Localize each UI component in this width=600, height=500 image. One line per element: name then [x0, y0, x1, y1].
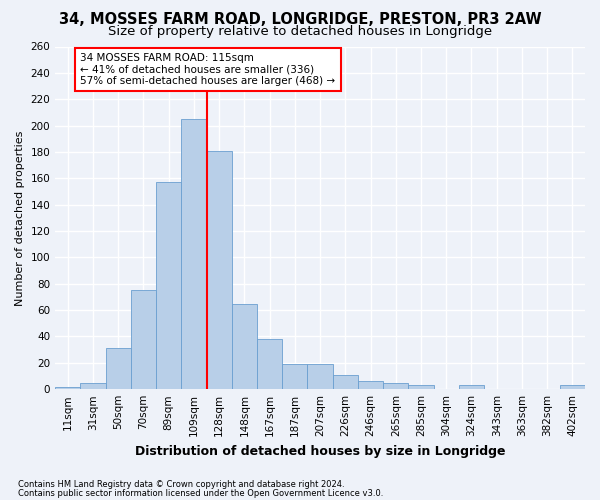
Bar [282, 364, 307, 389]
Text: Size of property relative to detached houses in Longridge: Size of property relative to detached ho… [108, 25, 492, 38]
Bar [332, 374, 358, 389]
Bar [257, 339, 282, 389]
Bar [106, 348, 131, 389]
Bar [232, 304, 257, 389]
Bar [358, 382, 383, 389]
Bar [131, 290, 156, 389]
Bar [409, 385, 434, 389]
Text: 34, MOSSES FARM ROAD, LONGRIDGE, PRESTON, PR3 2AW: 34, MOSSES FARM ROAD, LONGRIDGE, PRESTON… [59, 12, 541, 28]
Bar [383, 382, 409, 389]
Bar [206, 150, 232, 389]
Text: 34 MOSSES FARM ROAD: 115sqm
← 41% of detached houses are smaller (336)
57% of se: 34 MOSSES FARM ROAD: 115sqm ← 41% of det… [80, 53, 335, 86]
Bar [181, 119, 206, 389]
Bar [307, 364, 332, 389]
Text: Contains public sector information licensed under the Open Government Licence v3: Contains public sector information licen… [18, 488, 383, 498]
Bar [459, 385, 484, 389]
Text: Contains HM Land Registry data © Crown copyright and database right 2024.: Contains HM Land Registry data © Crown c… [18, 480, 344, 489]
Bar [156, 182, 181, 389]
Bar [560, 385, 585, 389]
Y-axis label: Number of detached properties: Number of detached properties [15, 130, 25, 306]
X-axis label: Distribution of detached houses by size in Longridge: Distribution of detached houses by size … [135, 444, 505, 458]
Bar [80, 382, 106, 389]
Bar [55, 386, 80, 389]
